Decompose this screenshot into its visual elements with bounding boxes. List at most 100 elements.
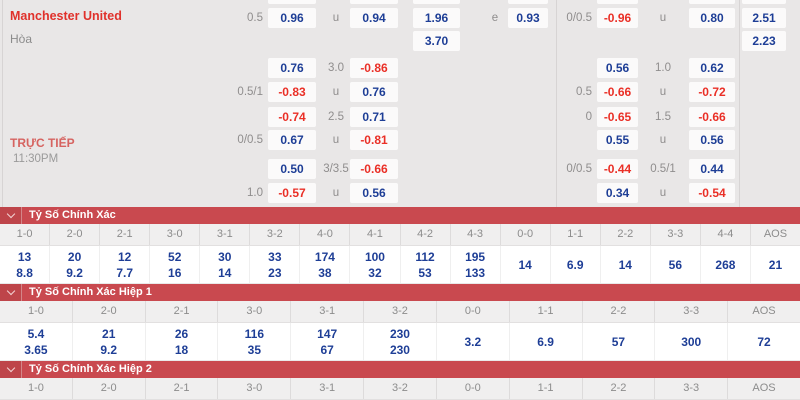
odds-cell[interactable]: -0.57 — [268, 183, 316, 203]
score-column-header: 2-0 — [71, 378, 145, 399]
odds-cell[interactable]: -0.65 — [597, 107, 638, 127]
score-column-header: 1-1 — [508, 378, 582, 399]
odds-cell[interactable]: 0.71 — [350, 107, 398, 127]
score-odds-cell[interactable]: 33 23 — [249, 246, 299, 283]
odds-cell[interactable]: -0.74 — [268, 107, 316, 127]
score-odds-cell[interactable]: 174 38 — [299, 246, 349, 283]
score-header-row: 1-0 2-0 2-1 3-0 3-1 3-2 0-0 1-1 2-2 3-3 AOS — [0, 301, 800, 323]
score-odds-cell[interactable]: 14 — [499, 246, 550, 283]
odds-cell[interactable]: 0.56 — [689, 130, 735, 150]
odds-cell[interactable]: 0.62 — [689, 58, 735, 78]
handicap-label: u — [659, 134, 667, 146]
score-odds-cell[interactable]: 300 — [654, 323, 727, 360]
odds-cell[interactable]: 2.51 — [742, 8, 786, 28]
score-odds-cell[interactable]: 6.9 — [508, 323, 582, 360]
score-odds-cell[interactable]: 116 35 — [217, 323, 290, 360]
score-odds-cell[interactable]: 14 — [599, 246, 650, 283]
score-odds-cell[interactable]: 100 32 — [349, 246, 399, 283]
score-odds-cell[interactable]: 230 230 — [363, 323, 436, 360]
score-column-header: 0-0 — [435, 378, 509, 399]
score-odds-value: 116 — [244, 326, 265, 341]
collapse-chevron-icon[interactable] — [0, 207, 22, 224]
score-odds-cell[interactable]: 57 — [581, 323, 655, 360]
score-odds-cell[interactable]: 26 18 — [144, 323, 218, 360]
odds-cell[interactable] — [597, 0, 638, 4]
score-odds-cell[interactable]: 147 67 — [290, 323, 363, 360]
odds-cell[interactable]: -0.86 — [350, 58, 398, 78]
odds-cell[interactable] — [350, 0, 398, 4]
odds-cell[interactable]: 0.56 — [350, 183, 398, 203]
odds-cell[interactable]: -0.66 — [689, 107, 735, 127]
score-odds-cell[interactable]: 56 — [649, 246, 700, 283]
score-odds-cell[interactable]: 5.4 3.65 — [0, 323, 72, 360]
collapse-chevron-icon[interactable] — [0, 284, 22, 301]
odds-cell[interactable]: 0.67 — [268, 130, 316, 150]
odds-cell[interactable]: -0.83 — [268, 82, 316, 102]
score-odds-cell[interactable]: 72 — [727, 323, 800, 360]
odds-cell[interactable]: 0.34 — [597, 183, 638, 203]
score-odds-cell[interactable]: 195 133 — [449, 246, 500, 283]
odds-cell[interactable] — [689, 0, 735, 4]
section-banner[interactable]: Tỷ Số Chính Xác Hiệp 2 — [0, 361, 800, 378]
score-odds-cell[interactable]: 112 53 — [399, 246, 450, 283]
odds-cell[interactable]: -0.72 — [689, 82, 735, 102]
odds-cell[interactable]: 0.93 — [508, 8, 548, 28]
score-odds-cell[interactable]: 21 9.2 — [71, 323, 145, 360]
odds-cell[interactable]: 2.23 — [742, 31, 786, 51]
odds-cell[interactable] — [413, 0, 460, 4]
odds-cell[interactable]: 1.96 — [413, 8, 460, 28]
score-odds-value: 14 — [518, 257, 532, 272]
score-odds-value: 30 — [218, 249, 232, 264]
odds-cell[interactable]: -0.44 — [597, 159, 638, 179]
score-odds-value: 26 — [174, 326, 189, 341]
score-odds-value: 20 — [67, 249, 82, 264]
odds-cell[interactable]: 0.76 — [350, 82, 398, 102]
score-column-header: 2-0 — [49, 224, 99, 245]
score-odds-cell[interactable]: 52 16 — [149, 246, 199, 283]
score-odds-cell[interactable]: 3.2 — [435, 323, 509, 360]
odds-cell[interactable]: -0.66 — [597, 82, 638, 102]
odds-cell[interactable]: 0.96 — [268, 8, 316, 28]
score-odds-cell[interactable]: 30 14 — [199, 246, 249, 283]
section-banner[interactable]: Tỷ Số Chính Xác — [0, 207, 800, 224]
odds-cell[interactable]: 0.50 — [268, 159, 316, 179]
odds-cell[interactable] — [268, 0, 316, 4]
score-column-header: 2-0 — [71, 301, 145, 322]
score-odds-cell[interactable]: 12 7.7 — [99, 246, 149, 283]
draw-label: Hòa — [10, 32, 33, 46]
score-odds-cell[interactable]: 20 9.2 — [49, 246, 99, 283]
odds-cell[interactable]: 0.80 — [689, 8, 735, 28]
odds-cell[interactable]: -0.81 — [350, 130, 398, 150]
score-odds-value: 14 — [218, 265, 232, 280]
odds-cell[interactable]: -0.96 — [597, 8, 638, 28]
collapse-chevron-icon[interactable] — [0, 361, 22, 378]
score-column-header: 1-0 — [16, 228, 33, 240]
odds-cell[interactable] — [508, 0, 548, 4]
score-odds-cell[interactable]: 6.9 — [549, 246, 600, 283]
handicap-label: u — [332, 134, 340, 146]
chevron-down-icon — [6, 363, 15, 373]
score-odds-value: 18 — [174, 342, 189, 357]
section-banner[interactable]: Tỷ Số Chính Xác Hiệp 1 — [0, 284, 800, 301]
handicap-label: 0/0.5 — [566, 163, 592, 175]
odds-cell[interactable]: 0.56 — [597, 58, 638, 78]
handicap-label: 3/3.5 — [323, 163, 349, 175]
odds-cell[interactable] — [742, 0, 786, 4]
score-values-row: 13 8.8 20 9.2 12 7.7 52 16 30 14 33 23 174 38 100 32 112… — [0, 246, 800, 284]
odds-cell[interactable]: -0.54 — [689, 183, 735, 203]
score-odds-cell[interactable]: 21 — [749, 246, 800, 283]
score-column-header: 3-3 — [654, 301, 727, 322]
odds-cell[interactable]: 0.44 — [689, 159, 735, 179]
odds-cell[interactable]: 0.94 — [350, 8, 398, 28]
handicap-label: 0/0.5 — [566, 12, 592, 24]
odds-cell[interactable]: 0.55 — [597, 130, 638, 150]
score-odds-value: 35 — [247, 342, 262, 357]
odds-cell[interactable]: 0.76 — [268, 58, 316, 78]
score-odds-cell[interactable]: 268 — [699, 246, 750, 283]
odds-cell[interactable]: -0.66 — [350, 159, 398, 179]
score-odds-cell[interactable]: 13 8.8 — [0, 246, 49, 283]
odds-cell[interactable]: 3.70 — [413, 31, 460, 51]
score-column-header: 4-2 — [399, 224, 450, 245]
score-column-header: 3-3 — [654, 378, 727, 399]
score-section: Tỷ Số Chính Xác 1-0 2-0 2-1 3-0 3-1 3-2 4-0 4-1 4… — [0, 207, 800, 284]
